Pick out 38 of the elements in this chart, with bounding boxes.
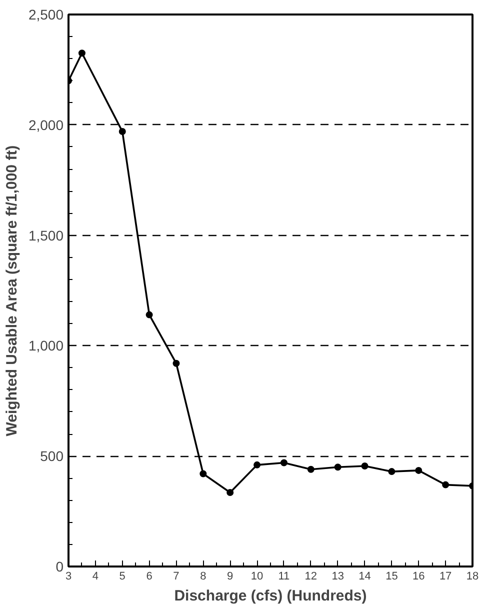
x-tick-label: 8 bbox=[200, 570, 206, 582]
point bbox=[172, 360, 180, 367]
x-tick-label: 15 bbox=[386, 570, 398, 582]
x-axis-title: Discharge (cfs) (Hundreds) bbox=[174, 588, 367, 604]
x-tick-label: 12 bbox=[304, 570, 318, 582]
point bbox=[226, 489, 234, 496]
x-tick-label: 14 bbox=[358, 570, 371, 582]
x-tick-label: 9 bbox=[227, 570, 234, 582]
point bbox=[118, 128, 126, 136]
x-tick-label: 7 bbox=[173, 570, 180, 582]
point bbox=[415, 466, 422, 474]
point bbox=[280, 459, 288, 466]
x-tick-label: 10 bbox=[250, 570, 264, 582]
y-tick-label: 500 bbox=[40, 448, 64, 464]
point bbox=[200, 470, 207, 478]
y-tick-label: 2,500 bbox=[28, 6, 64, 22]
x-tick-label: 6 bbox=[146, 570, 152, 582]
x-tick-label: 5 bbox=[119, 570, 126, 582]
y-tick-label: 0 bbox=[56, 558, 64, 574]
point bbox=[442, 481, 450, 488]
point bbox=[254, 461, 261, 468]
point bbox=[361, 462, 368, 470]
y-axis-title: Weighted Usable Area (square ft/1,000 ft) bbox=[3, 145, 20, 436]
x-tick-label: 3 bbox=[65, 570, 72, 582]
point bbox=[388, 468, 396, 476]
y-tick-label: 2,000 bbox=[28, 116, 64, 133]
x-tick-label: 13 bbox=[332, 570, 344, 582]
y-tick-label: 1,500 bbox=[28, 227, 64, 244]
point bbox=[334, 464, 342, 471]
x-tick-label: 11 bbox=[278, 570, 290, 582]
x-tick-label: 4 bbox=[92, 570, 98, 582]
point bbox=[146, 311, 153, 318]
y-tick-label: 1,000 bbox=[28, 338, 64, 354]
point bbox=[307, 466, 314, 473]
x-tick-label: 16 bbox=[412, 570, 425, 582]
x-tick-label: 17 bbox=[439, 570, 452, 582]
x-tick-label: 18 bbox=[466, 570, 479, 582]
point bbox=[78, 50, 86, 57]
